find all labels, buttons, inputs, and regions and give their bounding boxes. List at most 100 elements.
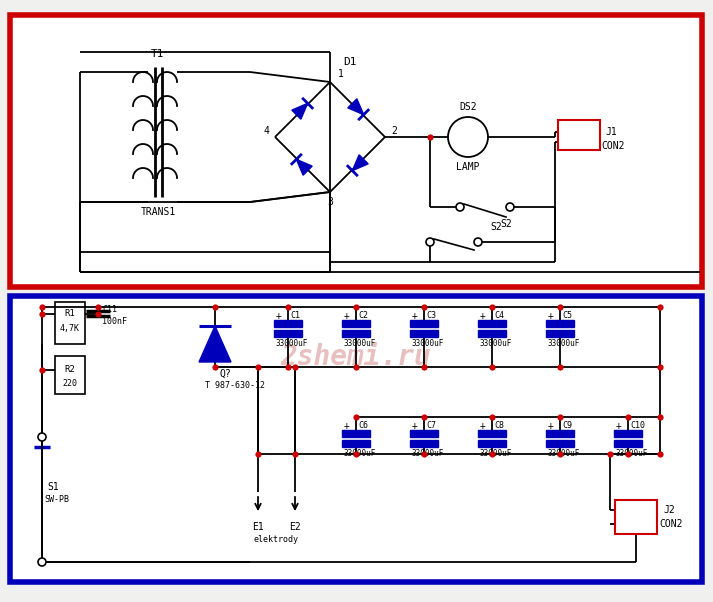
Text: S2: S2 <box>490 222 502 232</box>
Text: C3: C3 <box>426 311 436 320</box>
Text: C2: C2 <box>358 311 368 320</box>
Text: +: + <box>548 421 554 431</box>
Text: 4: 4 <box>263 126 269 136</box>
Bar <box>342 440 370 447</box>
Text: C5: C5 <box>562 311 572 320</box>
Text: C10: C10 <box>630 421 645 430</box>
Text: +: + <box>276 311 282 321</box>
Bar <box>410 320 438 327</box>
Text: +: + <box>344 311 350 321</box>
Text: S1: S1 <box>47 482 58 492</box>
Text: 4,7K: 4,7K <box>60 324 80 334</box>
Bar <box>546 430 574 437</box>
Bar <box>10 296 702 582</box>
Text: +: + <box>616 421 622 431</box>
Text: 220: 220 <box>63 379 78 388</box>
Bar <box>614 430 642 437</box>
Bar <box>478 440 506 447</box>
Bar <box>274 320 302 327</box>
Bar <box>55 302 85 344</box>
Text: 1: 1 <box>562 125 568 135</box>
Text: C8: C8 <box>494 421 504 430</box>
Bar <box>410 330 438 337</box>
Text: C9: C9 <box>562 421 572 430</box>
Text: R2: R2 <box>65 365 76 374</box>
Bar <box>615 500 657 534</box>
Circle shape <box>38 558 46 566</box>
Circle shape <box>474 238 482 246</box>
Bar <box>410 440 438 447</box>
Text: 33000uF: 33000uF <box>412 338 444 347</box>
Text: D1: D1 <box>343 57 356 67</box>
Text: 33000uF: 33000uF <box>480 448 513 458</box>
Text: 2: 2 <box>620 519 626 529</box>
Text: 2shemi.ru: 2shemi.ru <box>281 343 431 371</box>
Text: +: + <box>412 311 418 321</box>
Text: C7: C7 <box>426 421 436 430</box>
Text: 33000uF: 33000uF <box>344 448 376 458</box>
Text: +: + <box>412 421 418 431</box>
Bar <box>558 120 600 150</box>
Text: J2: J2 <box>663 505 674 515</box>
Text: 100nF: 100nF <box>102 317 127 326</box>
Text: Q?: Q? <box>220 369 232 379</box>
Text: +: + <box>344 421 350 431</box>
Circle shape <box>38 433 46 441</box>
Circle shape <box>456 203 464 211</box>
Text: C1: C1 <box>290 311 300 320</box>
Text: T1: T1 <box>151 49 165 59</box>
Text: LAMP: LAMP <box>456 162 480 172</box>
Text: 33000uF: 33000uF <box>276 338 309 347</box>
Bar <box>478 320 506 327</box>
Text: SW-PB: SW-PB <box>44 495 69 504</box>
Bar <box>546 440 574 447</box>
Text: elektrody: elektrody <box>254 535 299 544</box>
Bar <box>10 15 702 287</box>
Text: R1: R1 <box>65 309 76 318</box>
Text: 33000uF: 33000uF <box>616 448 648 458</box>
Polygon shape <box>352 155 368 170</box>
Text: +: + <box>548 311 554 321</box>
Bar <box>55 356 85 394</box>
Text: 2: 2 <box>391 126 397 136</box>
Circle shape <box>448 117 488 157</box>
Text: 1: 1 <box>620 505 626 515</box>
Text: S2: S2 <box>500 219 512 229</box>
Text: 2: 2 <box>562 137 568 147</box>
Text: DS2: DS2 <box>459 102 477 112</box>
Bar <box>410 430 438 437</box>
Text: TRANS1: TRANS1 <box>140 207 175 217</box>
Bar <box>274 330 302 337</box>
Text: J1: J1 <box>605 127 617 137</box>
Bar <box>342 430 370 437</box>
Text: 33000uF: 33000uF <box>548 338 580 347</box>
Polygon shape <box>348 99 364 114</box>
Text: 33000uF: 33000uF <box>480 338 513 347</box>
Circle shape <box>506 203 514 211</box>
Bar <box>478 430 506 437</box>
Text: E1: E1 <box>252 522 264 532</box>
Bar <box>546 320 574 327</box>
Text: C4: C4 <box>494 311 504 320</box>
Text: T 987-630-12: T 987-630-12 <box>205 382 265 391</box>
Text: 1: 1 <box>338 69 344 79</box>
Circle shape <box>426 238 434 246</box>
Polygon shape <box>199 326 231 362</box>
Text: E2: E2 <box>289 522 301 532</box>
Text: 33000uF: 33000uF <box>412 448 444 458</box>
Bar <box>614 440 642 447</box>
Text: 3: 3 <box>327 197 333 207</box>
Text: CON2: CON2 <box>659 519 682 529</box>
Text: CON2: CON2 <box>601 141 625 151</box>
Polygon shape <box>297 160 312 175</box>
Bar <box>342 330 370 337</box>
Text: +: + <box>480 311 486 321</box>
Bar <box>342 320 370 327</box>
Text: +: + <box>480 421 486 431</box>
Text: 33000uF: 33000uF <box>548 448 580 458</box>
Text: C11: C11 <box>102 305 117 314</box>
Bar <box>478 330 506 337</box>
Bar <box>546 330 574 337</box>
Polygon shape <box>292 104 307 119</box>
Text: 33000uF: 33000uF <box>344 338 376 347</box>
